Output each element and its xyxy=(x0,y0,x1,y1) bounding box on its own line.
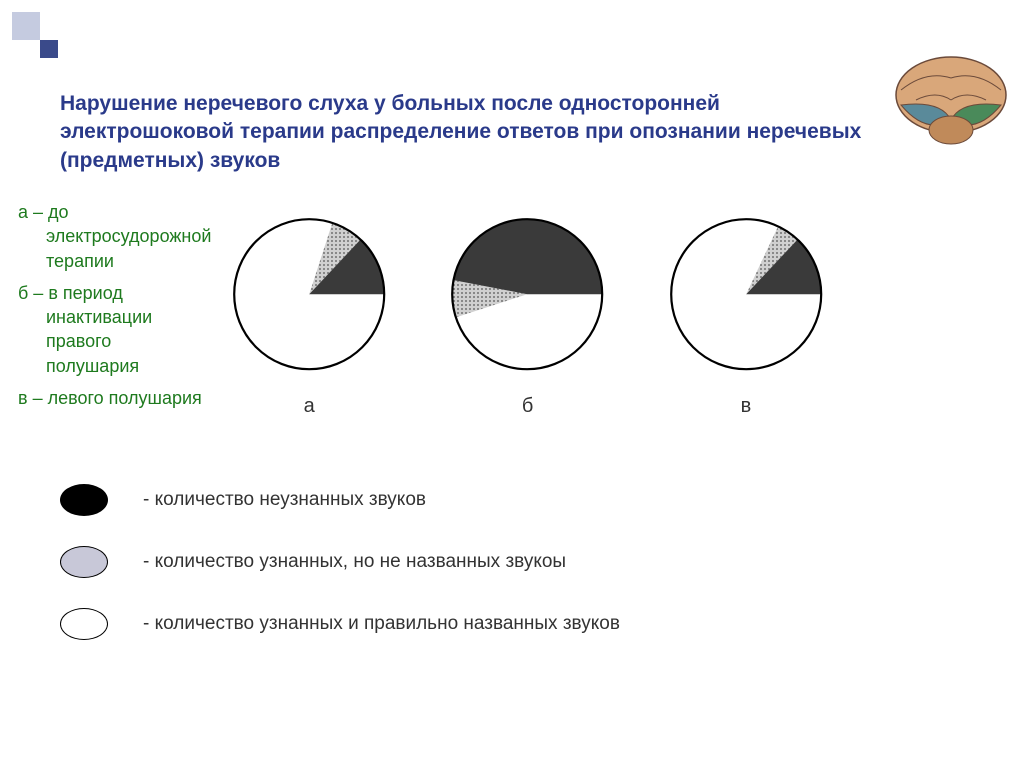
pie-chart: б xyxy=(448,215,606,418)
legend-swatch xyxy=(60,546,108,578)
legend-swatch xyxy=(60,608,108,640)
legend-text: - количество узнанных и правильно назван… xyxy=(143,613,620,635)
condition-item: а – до электросудорожной терапии xyxy=(18,200,208,273)
brain-icon xyxy=(886,50,1016,150)
legend-row: - количество неузнанных звуков xyxy=(60,484,620,516)
slide-title: Нарушение неречевого слуха у больных пос… xyxy=(60,90,880,175)
pie-charts-row: а б в xyxy=(230,215,825,418)
condition-item: б – в период инактивации правого полушар… xyxy=(18,281,208,378)
legend-swatch xyxy=(60,484,108,516)
pie-label: в xyxy=(741,395,752,418)
pie-chart: в xyxy=(667,215,825,418)
color-legend: - количество неузнанных звуков - количест… xyxy=(60,484,620,670)
legend-text: - количество неузнанных звуков xyxy=(143,489,426,511)
pie-label: а xyxy=(304,395,315,418)
condition-item: в – левого полушария xyxy=(18,386,208,410)
conditions-legend: а – до электросудорожной терапии б – в пе… xyxy=(18,200,208,418)
legend-row: - количество узнанных, но не названных з… xyxy=(60,546,620,578)
pie-label: б xyxy=(522,395,533,418)
legend-row: - количество узнанных и правильно назван… xyxy=(60,608,620,640)
legend-text: - количество узнанных, но не названных з… xyxy=(143,551,566,573)
pie-chart: а xyxy=(230,215,388,418)
